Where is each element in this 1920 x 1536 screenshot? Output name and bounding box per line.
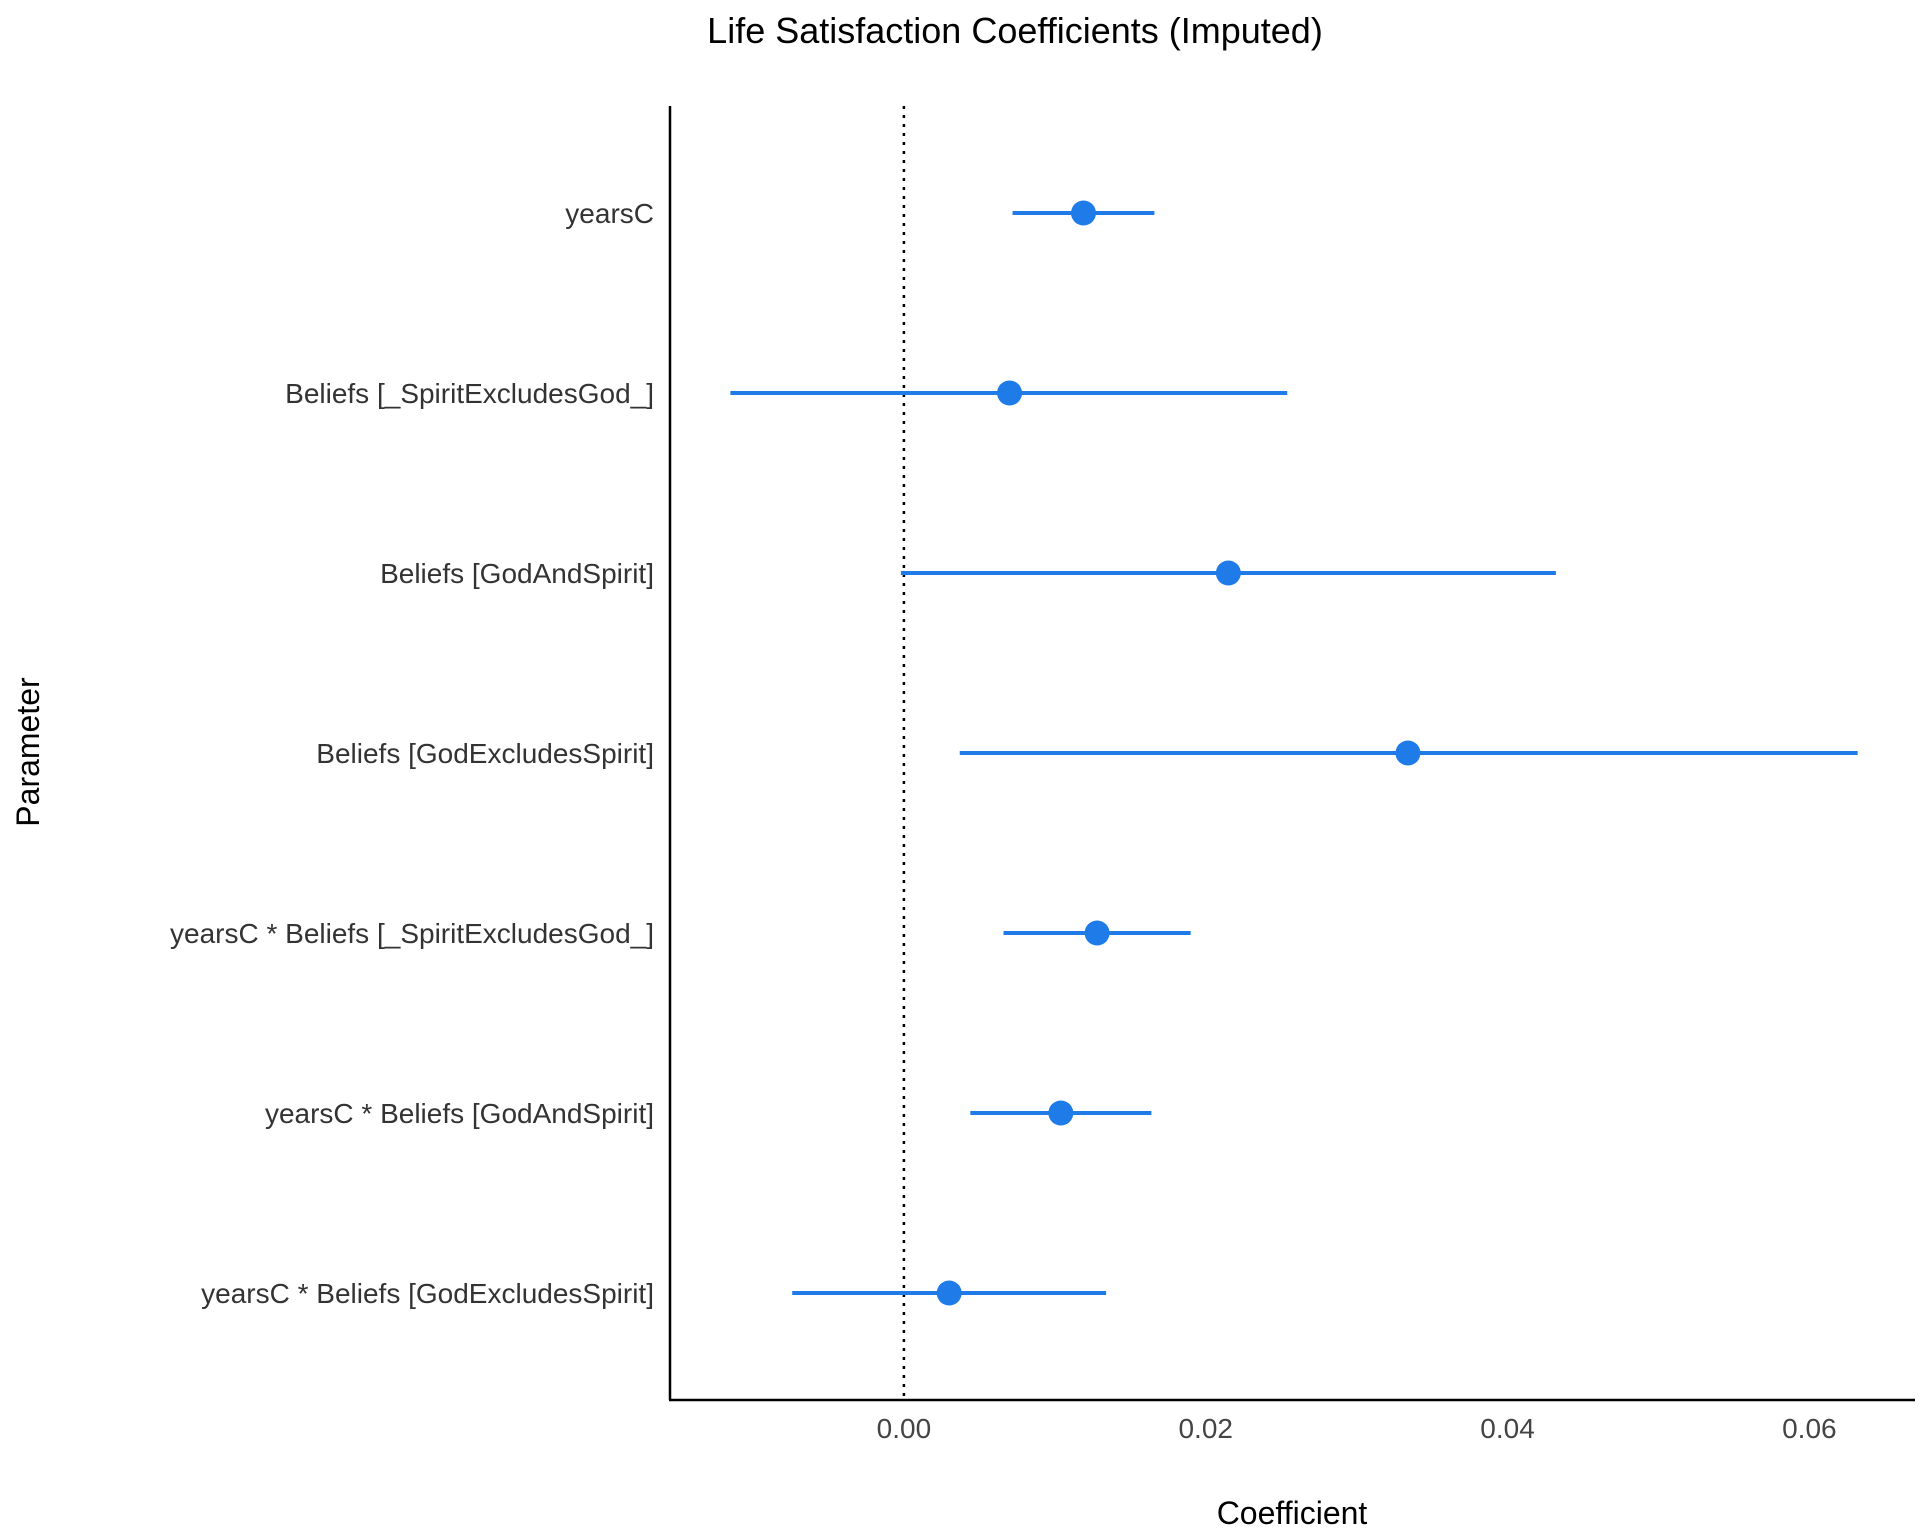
x-tick-label: 0.00 bbox=[877, 1413, 932, 1444]
estimate-point bbox=[1215, 560, 1241, 586]
parameter-label: Beliefs [GodAndSpirit] bbox=[380, 558, 654, 589]
y-axis-title: Parameter bbox=[10, 677, 46, 827]
x-tick-label: 0.04 bbox=[1480, 1413, 1535, 1444]
parameter-label: Beliefs [GodExcludesSpirit] bbox=[316, 738, 654, 769]
parameter-label: yearsC * Beliefs [GodExcludesSpirit] bbox=[201, 1278, 654, 1309]
estimate-point bbox=[1395, 740, 1421, 766]
estimate-point bbox=[1070, 200, 1096, 226]
estimate-point bbox=[936, 1280, 962, 1306]
estimate-point bbox=[1048, 1100, 1074, 1126]
x-axis-ticks: 0.00 0.02 0.04 0.06 bbox=[877, 1413, 1837, 1444]
estimate-point bbox=[1084, 920, 1110, 946]
parameter-label: Beliefs [_SpiritExcludesGod_] bbox=[285, 378, 654, 409]
parameter-label: yearsC bbox=[565, 198, 654, 229]
parameter-label: yearsC * Beliefs [GodAndSpirit] bbox=[265, 1098, 654, 1129]
x-tick-label: 0.02 bbox=[1178, 1413, 1233, 1444]
estimate-point bbox=[997, 380, 1023, 406]
parameter-label: yearsC * Beliefs [_SpiritExcludesGod_] bbox=[170, 918, 654, 949]
x-tick-label: 0.06 bbox=[1782, 1413, 1837, 1444]
chart-title: Life Satisfaction Coefficients (Imputed) bbox=[707, 10, 1323, 51]
x-axis-title: Coefficient bbox=[1217, 1495, 1368, 1531]
chart-marks: yearsC Beliefs [_SpiritExcludesGod_] Belie… bbox=[170, 198, 1858, 1309]
